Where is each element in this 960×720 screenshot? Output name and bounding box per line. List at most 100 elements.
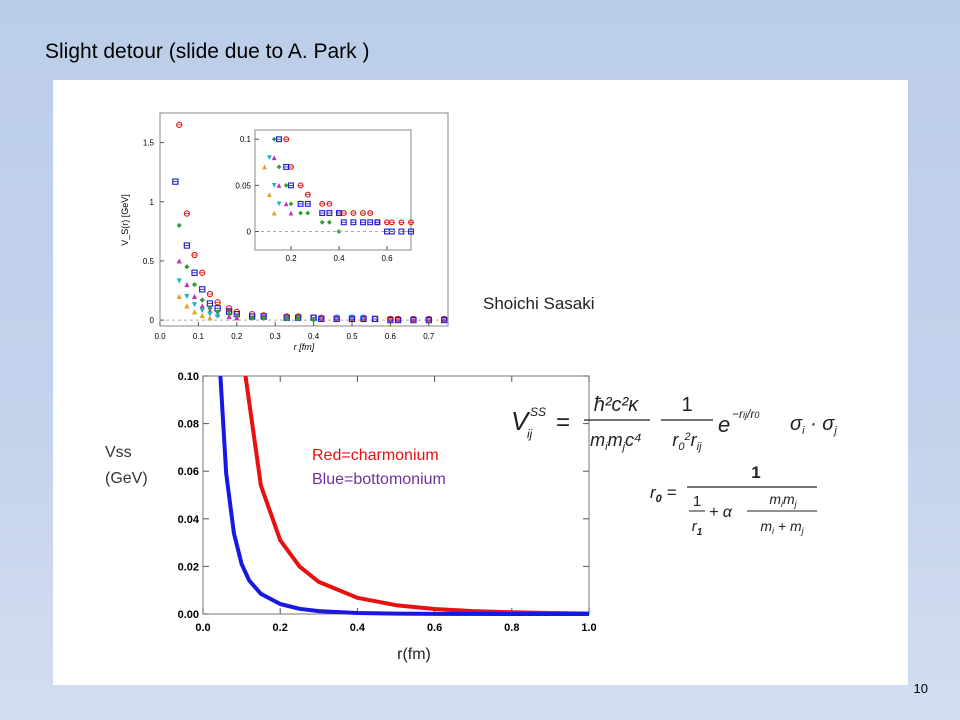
inset-frame xyxy=(254,129,412,251)
y-tick-label: 1 xyxy=(150,198,155,207)
data-point xyxy=(298,210,303,216)
data-point xyxy=(276,201,282,207)
x-tick-label: 0.4 xyxy=(308,332,320,341)
slide-figure: 0.0 0.1 0.2 0.3 0.4 0.5 0.6 0.700.511.5 0.2 0.4 0… xyxy=(105,112,837,663)
y-tick-label: 0.00 xyxy=(178,609,199,621)
x-tick-label: 0.3 xyxy=(270,332,282,341)
svg-text:r02rij: r02rij xyxy=(672,430,702,453)
y-tick-label: 0.04 xyxy=(178,514,200,526)
y-tick-label: 1.5 xyxy=(143,139,155,148)
author-label: Shoichi Sasaki xyxy=(483,294,595,313)
svg-text:V: V xyxy=(511,406,531,436)
svg-text:1: 1 xyxy=(681,394,692,416)
scatter-series-5 xyxy=(176,293,213,321)
x-tick-label: 0.1 xyxy=(193,332,205,341)
data-point xyxy=(176,222,182,229)
line-ylabel-line2: (GeV) xyxy=(105,470,148,487)
data-point xyxy=(184,303,190,309)
legend-bottomonium: Blue=bottomonium xyxy=(312,471,446,488)
y-tick-label: 0.10 xyxy=(178,371,199,383)
data-point xyxy=(191,293,198,300)
data-point xyxy=(207,315,213,321)
data-point xyxy=(184,293,190,300)
data-point xyxy=(191,302,198,308)
data-point xyxy=(226,313,232,320)
data-point xyxy=(199,312,205,318)
content-panel: 0.0 0.1 0.2 0.3 0.4 0.5 0.6 0.7 0 0.5 1 1.5 0.2 0.4 0… xyxy=(53,80,908,685)
line-chart: 0.0 0.2 0.4 0.6 0.8 1.0 0.00 0.02 0.04 0.06 0.08 0.… xyxy=(105,371,597,663)
scatter-series-4 xyxy=(176,278,221,320)
data-point xyxy=(215,313,221,320)
data-point xyxy=(276,182,282,188)
inset-y-tick-label: 0.1 xyxy=(240,135,252,144)
y-tick-label: 0.5 xyxy=(143,257,155,266)
data-point xyxy=(199,303,205,309)
data-point xyxy=(271,155,277,161)
data-point xyxy=(319,219,325,225)
svg-text:r1: r1 xyxy=(692,518,703,538)
data-point xyxy=(271,182,277,188)
svg-text:ħ²c²κ: ħ²c²κ xyxy=(594,394,639,416)
svg-text:mimj: mimj xyxy=(769,491,797,509)
data-point xyxy=(283,201,289,207)
inset-y-tick-label: 0 xyxy=(247,228,252,237)
x-tick-label: 0.6 xyxy=(385,332,397,341)
data-point xyxy=(267,155,272,161)
inset-x-tick-label: 0.6 xyxy=(381,254,393,263)
x-tick-label: 0.6 xyxy=(427,622,442,634)
y-tick-label: 0 xyxy=(150,316,155,325)
potential-formula: V SS ij = ħ²c²κ mimjc⁴ 1 r02rij e −rij/r… xyxy=(511,394,837,453)
y-tick-label: 0.02 xyxy=(178,561,199,573)
x-tick-label: 0.2 xyxy=(273,622,288,634)
data-point xyxy=(249,315,255,321)
inset-x-tick-label: 0.2 xyxy=(285,254,297,263)
svg-text:mi + mj: mi + mj xyxy=(760,518,804,536)
x-tick-label: 1.0 xyxy=(581,622,596,634)
x-tick-label: 0.5 xyxy=(346,332,358,341)
x-tick-label: 0.4 xyxy=(350,622,366,634)
inset-series-4 xyxy=(267,155,282,207)
data-point xyxy=(207,311,213,317)
data-point xyxy=(176,293,182,300)
data-point xyxy=(327,219,332,225)
line-ylabel-line1: Vss xyxy=(105,444,132,461)
data-point xyxy=(199,297,205,303)
x-tick-label: 0.8 xyxy=(504,622,519,634)
svg-text:1: 1 xyxy=(693,493,701,510)
r0-formula: r0 = 1 1 r1 + α mimj mi + mj xyxy=(650,463,817,538)
scatter-xlabel: r [fm] xyxy=(294,342,315,352)
svg-text:σi · σj: σi · σj xyxy=(790,413,837,437)
svg-text:r0 =: r0 = xyxy=(650,483,677,505)
data-point xyxy=(267,192,272,198)
data-point xyxy=(283,182,289,188)
data-point xyxy=(234,315,240,321)
legend-charmonium: Red=charmonium xyxy=(312,447,439,464)
svg-text:e: e xyxy=(718,412,730,437)
x-tick-label: 0.0 xyxy=(195,622,210,634)
scatter-ylabel: V_S(r) [GeV] xyxy=(120,194,130,246)
scatter-chart: 0.0 0.1 0.2 0.3 0.4 0.5 0.6 0.7 0 0.5 1 1.5 0.2 0.4 0… xyxy=(120,112,449,352)
y-tick-label: 0.08 xyxy=(178,419,199,431)
inset-series-3 xyxy=(271,155,294,216)
line-series-bottomonium xyxy=(218,375,589,616)
data-point xyxy=(176,258,182,264)
data-point xyxy=(271,210,277,216)
y-tick-label: 0.06 xyxy=(178,466,199,478)
data-point xyxy=(199,308,205,314)
data-point xyxy=(184,281,190,288)
svg-text:ij: ij xyxy=(527,427,533,441)
data-point xyxy=(288,201,294,207)
slide-title: Slight detour (slide due to A. Park ) xyxy=(45,40,370,63)
svg-text:+ α: + α xyxy=(709,504,733,521)
svg-text:−rij/r0: −rij/r0 xyxy=(732,407,759,421)
line-xlabel: r(fm) xyxy=(397,646,431,663)
inset-series-5 xyxy=(262,164,277,216)
slide-number: 10 xyxy=(913,681,928,696)
data-point xyxy=(311,317,317,323)
svg-text:=: = xyxy=(556,409,570,436)
svg-text:SS: SS xyxy=(530,405,546,419)
inset-y-tick-label: 0.05 xyxy=(235,181,251,190)
data-point xyxy=(305,210,311,216)
data-point xyxy=(191,309,198,315)
data-point xyxy=(261,315,267,321)
